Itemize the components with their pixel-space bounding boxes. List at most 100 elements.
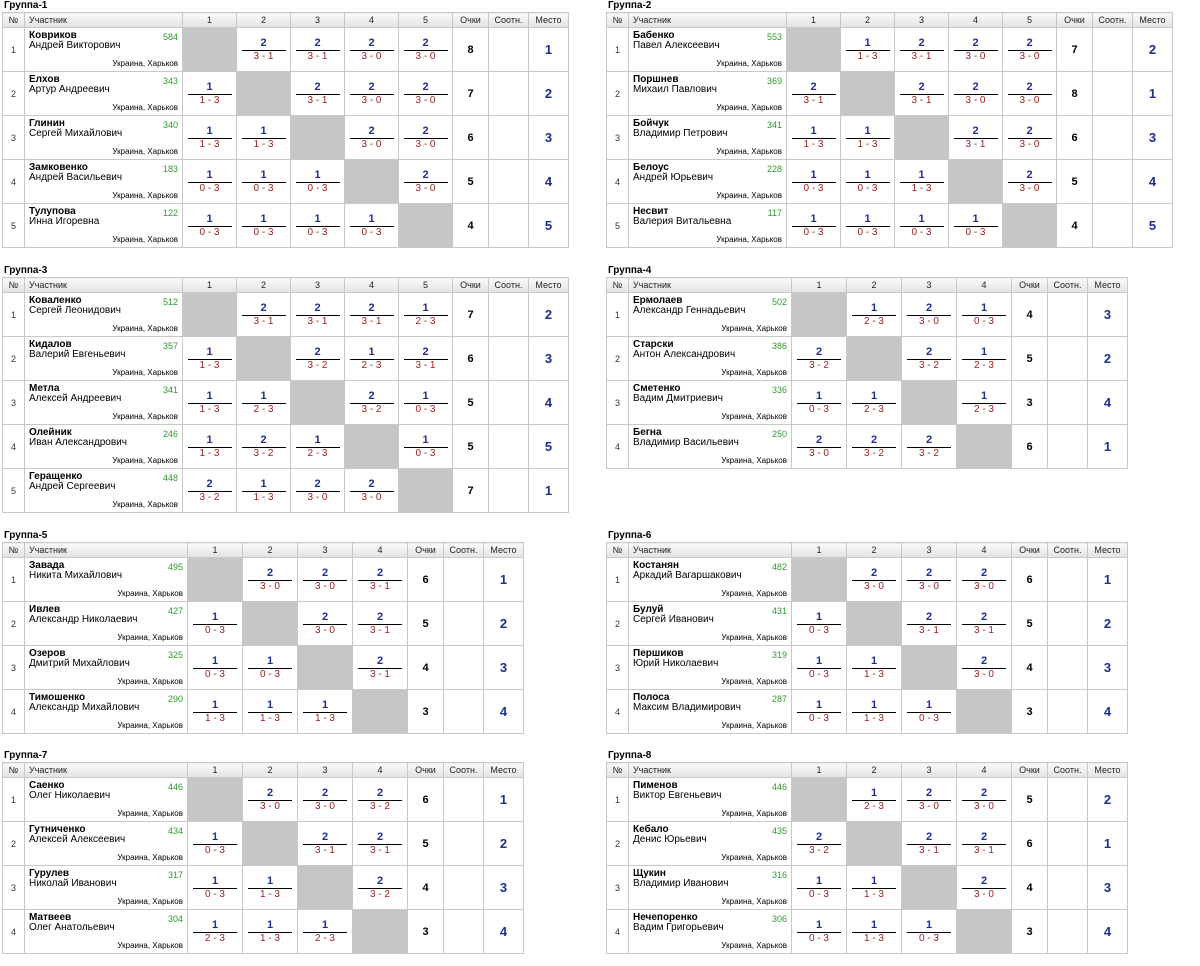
- player-lastname[interactable]: Елхов: [29, 74, 60, 85]
- player-lastname[interactable]: Озеров: [29, 648, 66, 659]
- player-lastname[interactable]: Сметенко: [633, 383, 681, 394]
- self-cell: [901, 865, 957, 910]
- player-lastname[interactable]: Поршнев: [633, 74, 679, 85]
- player-lastname[interactable]: Тулупова: [29, 206, 76, 217]
- header-opponent: 2: [846, 762, 902, 778]
- player-lastname[interactable]: Полоса: [633, 692, 670, 703]
- result-divider: [403, 49, 448, 51]
- player-rating: 246: [162, 429, 178, 439]
- match-points: 1: [368, 212, 375, 225]
- result-divider: [962, 623, 1006, 625]
- player-lastname[interactable]: Першиков: [633, 648, 684, 659]
- header-row: № Участник 1 2 3 4 Очки Соотн. Место: [606, 542, 1128, 558]
- player-lastname[interactable]: Щукин: [633, 868, 666, 879]
- player-cell: Елхов Артур Андреевич 343 Украина, Харьков: [24, 71, 183, 116]
- match-score: 0 - 3: [808, 624, 829, 636]
- player-rating: 228: [766, 164, 782, 174]
- result-divider: [295, 314, 340, 316]
- ratio-cell: [488, 27, 529, 72]
- self-cell: [344, 424, 399, 469]
- player-lastname[interactable]: Несвит: [633, 206, 669, 217]
- self-cell: [398, 203, 453, 248]
- player-cell: Тимошенко Александр Михайлович 290 Украина,…: [24, 689, 188, 734]
- self-cell: [791, 292, 847, 337]
- player-lastname[interactable]: Матвеев: [29, 912, 72, 923]
- ratio-cell: [488, 424, 529, 469]
- final-place: 5: [528, 424, 569, 469]
- header-ratio: Соотн.: [1047, 542, 1088, 558]
- match-score: 2 - 3: [307, 447, 328, 459]
- match-score: 0 - 3: [199, 226, 220, 238]
- header-num: №: [606, 277, 629, 293]
- player-lastname[interactable]: Бойчук: [633, 118, 669, 129]
- player-lastname[interactable]: Саенко: [29, 780, 65, 791]
- player-lastname[interactable]: Старски: [633, 339, 674, 350]
- player-lastname[interactable]: Тимошенко: [29, 692, 86, 703]
- match-score: 3 - 0: [314, 580, 335, 592]
- player-lastname[interactable]: Бабенко: [633, 30, 675, 41]
- player-lastname[interactable]: Ковриков: [29, 30, 77, 41]
- ratio-cell: [1092, 159, 1133, 204]
- player-lastname[interactable]: Геращенко: [29, 471, 83, 482]
- match-points: 2: [321, 610, 329, 623]
- player-lastname[interactable]: Коваленко: [29, 295, 82, 306]
- player-lastname[interactable]: Олейник: [29, 427, 72, 438]
- player-lastname[interactable]: Метла: [29, 383, 60, 394]
- header-opponent: 1: [187, 542, 243, 558]
- result-divider: [845, 225, 890, 227]
- player-lastname[interactable]: Ермолаев: [633, 295, 683, 306]
- match-score: 3 - 1: [911, 94, 932, 106]
- match-score: 3 - 1: [361, 315, 382, 327]
- player-lastname[interactable]: Гурулев: [29, 868, 70, 879]
- ratio-cell: [488, 71, 529, 116]
- player-lastname[interactable]: Кебало: [633, 824, 669, 835]
- player-lastname[interactable]: Белоус: [633, 162, 669, 173]
- match-score: 1 - 3: [199, 447, 220, 459]
- group-table: № Участник 1 2 3 4 Очки Соотн. Место 1 Саенко Олег …: [2, 762, 524, 954]
- player-number: 3: [606, 115, 629, 160]
- player-lastname[interactable]: Нечепоренко: [633, 912, 698, 923]
- total-points: 6: [407, 557, 444, 602]
- player-fullname: Андрей Сергеевич: [29, 481, 116, 492]
- match-points: 1: [815, 918, 823, 931]
- player-lastname[interactable]: Пименов: [633, 780, 678, 791]
- player-number: 4: [2, 424, 25, 469]
- player-number: 2: [2, 821, 25, 866]
- match-score: 3 - 1: [965, 138, 986, 150]
- final-place: 1: [483, 777, 524, 822]
- match-points: 1: [211, 918, 219, 931]
- player-fullname: Михаил Павлович: [633, 84, 718, 95]
- player-lastname[interactable]: Костанян: [633, 560, 680, 571]
- result-divider: [899, 181, 944, 183]
- header-points: Очки: [1011, 762, 1048, 778]
- player-city: Украина, Харьков: [721, 853, 787, 862]
- header-num: №: [2, 12, 25, 28]
- match-score: 3 - 0: [415, 182, 436, 194]
- player-lastname[interactable]: Гутниченко: [29, 824, 86, 835]
- match-points: 2: [260, 433, 267, 446]
- player-lastname[interactable]: Замковенко: [29, 162, 88, 173]
- match-points: 1: [870, 301, 878, 314]
- header-participant: Участник: [24, 542, 188, 558]
- match-score: 3 - 0: [808, 447, 829, 459]
- ratio-cell: [488, 336, 529, 381]
- header-opponent: 1: [791, 762, 847, 778]
- player-lastname[interactable]: Бегна: [633, 427, 662, 438]
- self-cell: [1002, 203, 1057, 248]
- player-lastname[interactable]: Глинин: [29, 118, 65, 129]
- match-points: 2: [368, 389, 375, 402]
- player-lastname[interactable]: Булуй: [633, 604, 664, 615]
- player-lastname[interactable]: Ивлев: [29, 604, 61, 615]
- match-points: 1: [266, 918, 274, 931]
- match-points: 2: [368, 124, 375, 137]
- match-score: 3 - 1: [314, 844, 335, 856]
- result-divider: [193, 843, 237, 845]
- player-rating: 122: [162, 208, 178, 218]
- player-lastname[interactable]: Завада: [29, 560, 65, 571]
- player-lastname[interactable]: Кидалов: [29, 339, 72, 350]
- match-score: 3 - 1: [307, 50, 328, 62]
- match-score: 0 - 3: [253, 226, 274, 238]
